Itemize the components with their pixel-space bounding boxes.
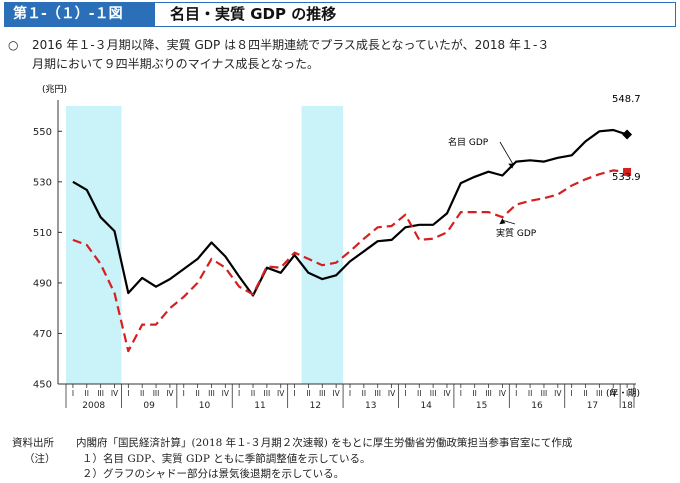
summary-line-1: 2016 年１-３月期以降、実質 GDP は８四半期連続でプラス成長となっていた… [32,38,550,52]
real-gdp-end-value: 533.9 [612,172,641,183]
x-quarter-label-40: I [626,389,628,398]
y-tick-label-470: 470 [33,329,52,340]
x-quarter-label-15: IV [277,389,285,398]
x-quarter-label-29: II [472,389,476,398]
year-label-16: 16 [531,401,543,411]
x-quarter-label-8: I [183,389,185,398]
real-gdp-label: 実質 GDP [496,227,537,239]
x-quarter-label-3: IV [111,389,119,398]
year-label-17: 17 [587,401,598,411]
nominal-gdp-end-value: 548.7 [612,94,641,105]
x-quarter-label-11: IV [222,389,230,398]
figure-title: 名目・実質 GDP の推移 [170,5,337,23]
year-label-2008: 2008 [82,401,105,411]
x-quarter-label-34: III [541,389,548,398]
x-quarter-label-19: IV [332,389,340,398]
nominal-gdp-arrowhead [508,163,515,169]
x-axis-label: (年・期) [606,387,640,399]
nominal-gdp-label: 名目 GDP [448,136,489,148]
x-quarter-label-12: I [238,389,240,398]
real-gdp-arrowhead [499,218,506,225]
x-quarter-label-17: II [306,389,310,398]
x-quarter-label-9: II [195,389,199,398]
x-quarter-label-21: II [362,389,366,398]
y-tick-label-510: 510 [33,228,52,239]
source-label: 資料出所 [12,437,54,449]
x-quarter-label-26: III [430,389,437,398]
recession-shading [66,106,344,384]
x-quarter-label-20: I [349,389,351,398]
figure-title-bar: 第１-（１）-１図 名目・実質 GDP の推移 [4,2,676,27]
x-quarter-label-13: II [251,389,255,398]
series-line-0 [72,128,628,297]
note-1: １）名目 GDP、実質 GDP ともに季節調整値を示している。 [82,452,371,465]
note-row-1: （注） １）名目 GDP、実質 GDP ともに季節調整値を示している。 [8,452,672,468]
x-quarter-label-0: I [72,389,74,398]
year-label-11: 11 [254,401,265,411]
series-1-end-marker [623,167,632,176]
x-quarter-label-1: II [85,389,89,398]
x-quarter-label-5: II [140,389,144,398]
x-quarter-label-7: IV [166,389,174,398]
recession-shade-1 [301,106,344,384]
note-row-2: ２）グラフのシャドー部分は景気後退期を示している。 [8,467,672,483]
footer-notes: 資料出所 内閣府「国民経済計算」(2018 年１-３月期２次速報) をもとに厚生… [8,436,672,483]
x-quarter-label-18: III [319,389,326,398]
note-2: ２）グラフのシャドー部分は景気後退期を示している。 [82,468,345,480]
x-quarter-label-38: III [596,389,603,398]
year-label-14: 14 [420,401,432,411]
series-line-1 [72,169,628,353]
year-label-10: 10 [199,401,211,411]
summary-line-2: 月期において９四半期ぶりのマイナス成長となった。 [32,57,320,71]
y-tick-label-490: 490 [33,278,52,289]
x-quarter-label-6: III [153,389,160,398]
y-tick-label-530: 530 [33,177,52,188]
x-quarter-label-24: I [404,389,406,398]
summary-text: ○ 2016 年１-３月期以降、実質 GDP は８四半期連続でプラス成長となって… [8,36,672,74]
x-quarter-label-33: II [528,389,532,398]
x-quarter-label-23: IV [388,389,396,398]
figure-id: 第１-（１）-１図 [5,3,155,26]
x-quarter-label-28: I [460,389,462,398]
year-label-09: 09 [143,401,155,411]
x-quarter-label-4: I [127,389,129,398]
year-label-18: 18 [621,401,633,411]
year-label-15: 15 [476,401,487,411]
x-quarter-label-37: II [583,389,587,398]
x-quarter-label-10: III [208,389,215,398]
note-label: （注） [24,452,56,465]
y-tick-label-450: 450 [33,380,52,391]
summary-bullet: ○ [8,38,19,52]
source-text: 内閣府「国民経済計算」(2018 年１-３月期２次速報) をもとに厚生労働省労働… [76,437,573,449]
x-quarter-label-39: IV [610,389,618,398]
x-quarter-label-16: I [293,389,295,398]
series-0-end-marker [622,129,633,140]
chart-series [72,128,633,353]
y-tick-label-550: 550 [33,127,52,138]
source-row: 資料出所 内閣府「国民経済計算」(2018 年１-３月期２次速報) をもとに厚生… [8,436,672,452]
x-quarter-label-22: III [374,389,381,398]
real-gdp-arrow [502,219,516,225]
x-quarter-label-36: I [571,389,573,398]
x-quarter-label-27: IV [443,389,451,398]
y-axis-label: (兆円) [42,84,67,95]
x-quarter-label-2: III [97,389,104,398]
x-quarter-label-30: III [485,389,492,398]
recession-shade-0 [66,106,122,384]
x-quarter-label-14: III [264,389,271,398]
x-quarter-label-35: IV [554,389,562,398]
x-quarter-label-32: I [515,389,517,398]
nominal-gdp-arrow [499,141,514,165]
chart-axes [57,100,636,385]
year-label-13: 13 [365,401,376,411]
x-quarter-label-31: IV [499,389,507,398]
x-quarter-label-25: II [417,389,421,398]
year-label-12: 12 [310,401,321,411]
